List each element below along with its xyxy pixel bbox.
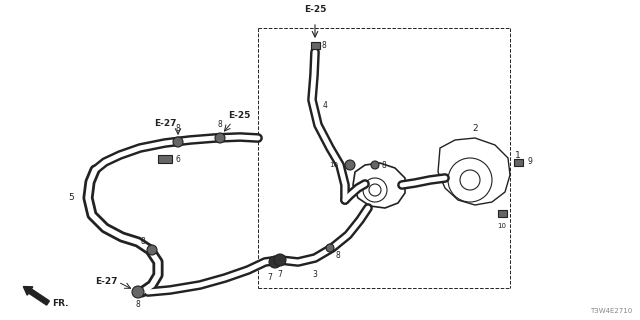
Circle shape: [147, 245, 157, 255]
Circle shape: [269, 256, 281, 268]
Text: 10: 10: [497, 223, 506, 229]
Text: E-27: E-27: [95, 277, 118, 286]
Text: 7: 7: [268, 273, 273, 282]
Circle shape: [345, 160, 355, 170]
Text: E-25: E-25: [304, 5, 326, 14]
Text: 5: 5: [68, 194, 74, 203]
Circle shape: [173, 137, 183, 147]
Text: T3W4E2710: T3W4E2710: [589, 308, 632, 314]
Text: 8: 8: [335, 251, 340, 260]
Circle shape: [215, 133, 225, 143]
Text: 3: 3: [312, 270, 317, 279]
Text: 9: 9: [527, 157, 532, 166]
Text: 2: 2: [472, 124, 478, 133]
Text: 6: 6: [175, 155, 180, 164]
Text: 8: 8: [175, 124, 180, 133]
Circle shape: [371, 161, 379, 169]
Text: E-27: E-27: [154, 119, 176, 128]
Text: E-25: E-25: [228, 111, 250, 120]
Text: 7: 7: [278, 270, 282, 279]
FancyArrow shape: [23, 287, 49, 305]
Circle shape: [132, 286, 144, 298]
Bar: [497, 210, 506, 217]
Text: 8: 8: [136, 300, 140, 309]
Bar: [158, 155, 172, 163]
Text: 4: 4: [323, 100, 328, 109]
Text: 8: 8: [218, 120, 222, 129]
Text: 8: 8: [321, 41, 326, 50]
Circle shape: [326, 244, 334, 252]
Text: 8: 8: [381, 161, 386, 170]
Text: 10: 10: [329, 162, 338, 168]
Text: FR.: FR.: [52, 299, 68, 308]
Bar: [310, 42, 319, 49]
Bar: [513, 158, 522, 165]
Text: 8: 8: [140, 237, 145, 246]
Text: 1: 1: [515, 150, 521, 159]
Circle shape: [274, 254, 286, 266]
